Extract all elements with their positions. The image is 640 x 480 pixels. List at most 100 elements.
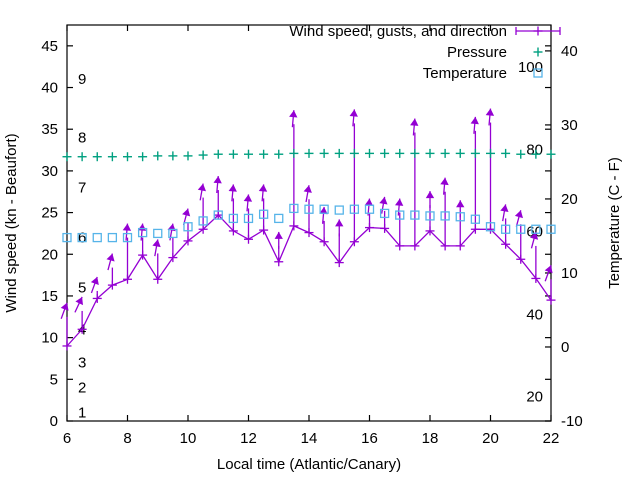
pressure-marker	[380, 148, 390, 158]
wind-direction-arrow	[197, 183, 206, 201]
x-tick-label-2: 10	[180, 430, 197, 447]
wind-direction-arrow	[544, 265, 553, 282]
x-tick-label-8: 22	[543, 430, 560, 447]
wind-speed-marker	[289, 221, 299, 231]
temperature-marker	[168, 228, 178, 239]
wind-direction-arrow	[289, 110, 298, 128]
legend-label-1: Pressure	[447, 44, 507, 61]
legend-symbol-2	[533, 68, 543, 78]
y2-tick-label-3: 20	[561, 191, 578, 208]
wind-speed-marker	[77, 324, 87, 334]
pressure-marker	[168, 151, 178, 161]
wind-direction-arrow	[213, 176, 222, 194]
x-tick-label-0: 6	[63, 430, 71, 447]
wind-speed-marker	[92, 293, 102, 303]
wind-direction-arrows	[60, 108, 553, 319]
pressure-marker	[410, 148, 420, 158]
fahrenheit-label-2: 60	[526, 224, 543, 241]
temperature-marker	[228, 213, 239, 224]
wind-speed-marker	[304, 228, 314, 238]
y-tick-label-3: 15	[41, 288, 58, 305]
wind-direction-arrow	[470, 116, 479, 134]
x-tick-label-1: 8	[123, 430, 131, 447]
fahrenheit-label-3: 80	[526, 141, 543, 158]
wind-direction-arrow	[410, 118, 419, 136]
temperature-marker	[531, 224, 541, 234]
y-tick-label-9: 45	[41, 38, 58, 55]
temperature-marker	[258, 209, 269, 219]
pressure-marker	[62, 152, 72, 162]
beaufort-label-4: 5	[78, 280, 86, 297]
pressure-marker	[334, 148, 344, 158]
pressure-marker	[501, 148, 511, 158]
wind-speed-marker	[365, 223, 374, 233]
beaufort-label-0: 1	[78, 405, 86, 422]
temperature-marker	[455, 212, 465, 222]
temperature-marker	[274, 213, 284, 224]
pressure-marker	[123, 152, 132, 162]
temperature-marker	[470, 214, 481, 224]
pressure-marker	[304, 148, 314, 158]
fahrenheit-label-1: 40	[526, 306, 543, 323]
wind-direction-arrow	[319, 206, 328, 224]
y2-tick-label-0: -10	[561, 413, 583, 430]
y2-axis-title: Temperature (C - F)	[606, 157, 623, 289]
pressure-marker	[274, 149, 284, 159]
pressure-marker	[440, 148, 450, 158]
temperature-marker	[319, 204, 329, 214]
y-tick-label-7: 35	[41, 121, 58, 138]
pressure-marker	[92, 152, 102, 162]
y-tick-label-0: 0	[50, 413, 58, 430]
wind-direction-arrow	[122, 223, 132, 241]
wind-speed-marker	[486, 224, 495, 234]
x-tick-label-7: 20	[482, 430, 499, 447]
temperature-marker	[198, 216, 208, 226]
temperature-marker	[546, 224, 556, 234]
beaufort-label-6: 7	[78, 180, 86, 197]
wind-speed-marker	[425, 226, 435, 236]
y2-tick-label-5: 40	[561, 43, 578, 60]
x-tick-label-4: 14	[301, 430, 318, 447]
wind-direction-arrow	[74, 296, 83, 313]
wind-speed-marker	[410, 241, 420, 251]
wind-speed-marker	[228, 226, 238, 236]
temperature-marker	[440, 211, 450, 221]
pressure-marker	[395, 148, 405, 158]
wind-speed-marker	[183, 236, 193, 246]
pressure-marker	[531, 149, 541, 159]
y-tick-label-6: 30	[41, 163, 58, 180]
wind-speed-marker	[168, 253, 178, 263]
temperature-marker	[349, 204, 360, 214]
temperature-marker	[334, 205, 344, 215]
wind-speed-marker	[138, 250, 148, 260]
wind-direction-arrow	[228, 184, 237, 202]
temperature-marker	[183, 222, 193, 232]
pressure-marker	[289, 148, 299, 158]
pressure-marker	[153, 151, 163, 161]
pressure-marker	[198, 150, 208, 160]
wind-speed-marker	[244, 234, 253, 244]
pressure-marker	[470, 148, 480, 158]
temperature-marker	[289, 203, 299, 214]
legend-symbol-1	[533, 47, 543, 57]
temperature-marker	[500, 224, 511, 234]
beaufort-label-1: 2	[78, 380, 86, 397]
wind-direction-arrow	[500, 204, 509, 222]
y2-tick-label-2: 10	[561, 265, 578, 282]
wind-speed-marker	[274, 257, 284, 267]
y-tick-label-8: 40	[41, 80, 58, 97]
wind-speed-marker	[198, 224, 208, 234]
pressure-markers	[62, 148, 556, 162]
temperature-marker	[425, 211, 435, 221]
wind-direction-arrow	[425, 191, 435, 209]
wind-speed-marker	[334, 258, 344, 268]
wind-speed-marker	[470, 224, 480, 234]
temperature-markers	[62, 203, 556, 243]
temperature-marker	[77, 232, 87, 243]
y-tick-label-1: 5	[50, 371, 58, 388]
wind-direction-arrow	[440, 177, 449, 195]
wind-direction-arrow	[258, 184, 268, 202]
pressure-marker	[77, 152, 87, 162]
wind-direction-arrow	[485, 108, 495, 126]
